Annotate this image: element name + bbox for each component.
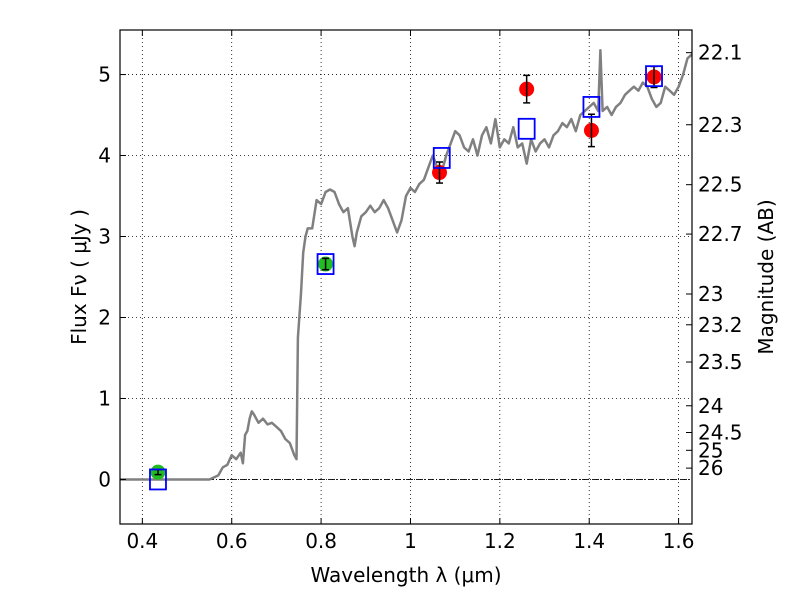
data-points-layer [149,65,663,491]
model-flux-square [517,117,536,140]
x-tick-label: 0.6 [216,529,248,553]
y2-tick-label: 24 [698,394,723,418]
plot-frame [119,29,693,525]
y-tick-label: 0 [98,467,111,491]
model-spectrum-line [120,48,692,481]
plot-background [120,30,692,524]
y-tick-label: 3 [98,225,111,249]
model-flux-square [432,147,451,169]
x-tick-label: 1.6 [663,529,695,553]
y2-tick-label: 26 [698,456,723,480]
y2-axis-title: Magnitude (AB) [754,199,778,354]
model-spectrum-layer [120,48,692,481]
y2-tick-label: 22.7 [698,222,743,246]
y-tick-label: 2 [98,305,111,329]
x-tick-label: 1.2 [484,529,516,553]
y2-tick-label: 23.2 [698,313,743,337]
ticks-layer: 0.4 0.6 0.8 1 1.2 1.4 1.601234522.122.322.522.… [98,30,743,553]
y-tick-label: 5 [98,63,111,87]
x-tick-label: 1 [404,529,417,553]
y2-tick-label: 23 [698,282,723,306]
x-tick-label: 0.4 [126,529,158,553]
y2-tick-label: 25 [698,438,723,462]
y2-tick-label: 22.3 [698,113,743,137]
y-tick-label: 4 [98,144,111,168]
model-flux-square [316,253,335,275]
y2-tick-label: 23.5 [698,350,743,374]
model-flux-square [149,468,167,491]
y-tick-label: 1 [98,386,111,410]
y2-tick-label: 24.5 [698,420,743,444]
model-flux-square [645,65,663,88]
x-tick-label: 0.8 [305,529,337,553]
x-axis-title: Wavelength λ (μm) [310,563,501,587]
model-flux-square [582,96,601,118]
y2-tick-label: 22.1 [698,41,743,65]
y2-tick-label: 22.5 [698,173,743,197]
x-tick-label: 1.4 [573,529,605,553]
y-axis-title: Flux Fν ( μJy ) [67,209,91,345]
